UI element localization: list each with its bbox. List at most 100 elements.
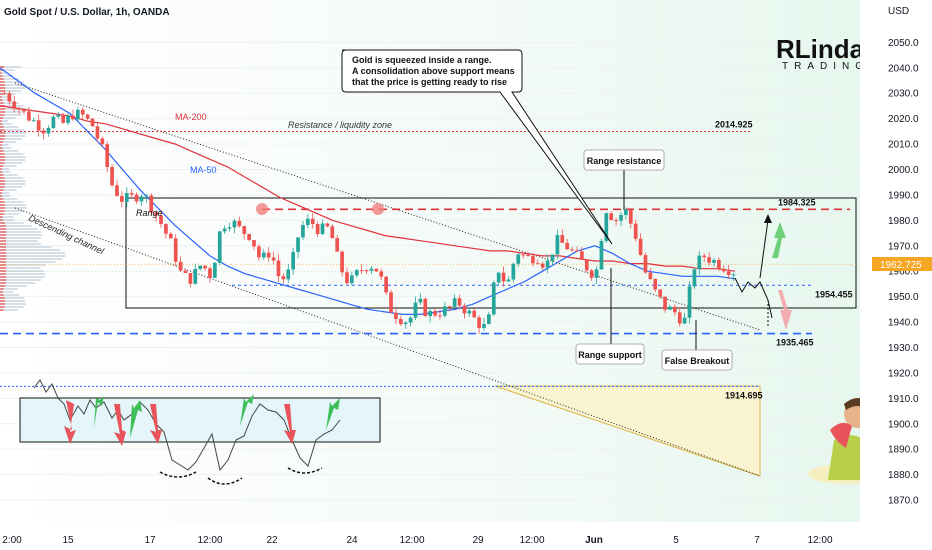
candle	[531, 256, 535, 264]
candle	[535, 263, 540, 265]
price-tick: 1910.0	[888, 394, 919, 405]
candle	[345, 272, 349, 284]
profile-bar-sell	[0, 309, 4, 311]
candle	[682, 317, 687, 324]
profile-bar	[0, 105, 24, 107]
candle	[173, 238, 178, 262]
candle	[7, 93, 12, 102]
touch-marker	[256, 203, 268, 215]
profile-bar-sell	[0, 264, 6, 266]
candle	[496, 272, 501, 283]
candle	[526, 254, 530, 257]
candle	[692, 269, 697, 287]
profile-bar-sell	[0, 273, 6, 275]
price-axis[interactable]	[860, 0, 932, 550]
candle	[144, 195, 149, 197]
profile-bar-sell	[0, 276, 6, 278]
candle	[462, 305, 467, 314]
candle	[619, 214, 623, 221]
profile-bar-sell	[0, 237, 6, 239]
candle	[247, 234, 251, 241]
profile-bar-sell	[0, 231, 6, 233]
profile-bar-sell	[0, 138, 5, 140]
target-triangle	[494, 385, 761, 477]
profile-bar-sell	[0, 147, 3, 149]
profile-bar	[0, 192, 10, 194]
candle	[614, 219, 618, 221]
candle	[467, 310, 472, 314]
profile-bar	[0, 129, 24, 131]
price-tick: 1880.0	[888, 470, 919, 481]
profile-bar-sell	[0, 207, 6, 209]
profile-bar-sell	[0, 168, 2, 170]
profile-bar-sell	[0, 297, 5, 299]
candle	[717, 259, 721, 269]
ma50-label: MA-50	[190, 165, 217, 175]
profile-bar	[0, 186, 23, 188]
profile-bar-sell	[0, 201, 5, 203]
time-axis[interactable]	[0, 522, 932, 550]
profile-bar	[0, 297, 24, 299]
candle	[580, 251, 584, 260]
profile-bar-sell	[0, 240, 6, 242]
candle	[154, 212, 158, 216]
candle	[46, 127, 51, 134]
time-axis-ticks: 2:00 15 17 12:00 22 24 12:00 29 12:00 Jun 5 7 12:00	[2, 535, 833, 546]
profile-bar-sell	[0, 153, 5, 155]
price-tick: 1900.0	[888, 419, 919, 430]
profile-bar	[0, 165, 17, 167]
candle	[80, 109, 85, 115]
candle	[653, 278, 658, 290]
time-tick: 12:00	[197, 535, 222, 546]
candle	[609, 213, 614, 220]
candle	[584, 259, 589, 271]
candle	[633, 223, 638, 239]
profile-bar	[0, 174, 18, 176]
profile-bar	[0, 261, 56, 263]
candle	[237, 220, 242, 227]
time-tick: 5	[673, 535, 679, 546]
projection-up-arrowhead	[764, 214, 772, 223]
price-tick: 2020.0	[888, 114, 919, 125]
candle	[594, 269, 599, 278]
candle	[315, 223, 320, 235]
profile-bar	[0, 210, 24, 212]
profile-bar-sell	[0, 252, 6, 254]
level-label-1914: 1914.695	[725, 390, 763, 400]
profile-bar-sell	[0, 90, 5, 92]
profile-bar	[0, 84, 26, 86]
candle	[731, 274, 736, 276]
price-tick: 1930.0	[888, 343, 919, 354]
candle	[217, 231, 222, 263]
profile-bar	[0, 156, 26, 158]
candle	[687, 286, 692, 318]
profile-bar-sell	[0, 192, 2, 194]
candle	[726, 271, 731, 275]
profile-bar	[0, 276, 45, 278]
profile-bar	[0, 246, 52, 248]
profile-bar	[0, 138, 22, 140]
candle	[663, 296, 667, 310]
profile-bar-sell	[0, 78, 4, 80]
profile-bar	[0, 162, 23, 164]
profile-bar	[0, 249, 60, 251]
profile-bar	[0, 66, 21, 68]
candle	[227, 227, 232, 229]
candle	[350, 275, 354, 284]
profile-bar	[0, 279, 42, 281]
candle	[477, 317, 481, 328]
profile-bar	[0, 306, 24, 308]
candle	[707, 257, 711, 263]
candle	[550, 254, 555, 261]
gridlines	[0, 41, 860, 526]
candle	[384, 276, 388, 293]
profile-bar-sell	[0, 144, 2, 146]
price-tick: 1870.0	[888, 496, 919, 507]
candle	[624, 209, 628, 215]
profile-bar-sell	[0, 243, 6, 245]
candle	[677, 312, 682, 324]
profile-bar	[0, 300, 26, 302]
candle	[672, 306, 677, 313]
profile-bar-sell	[0, 69, 3, 71]
